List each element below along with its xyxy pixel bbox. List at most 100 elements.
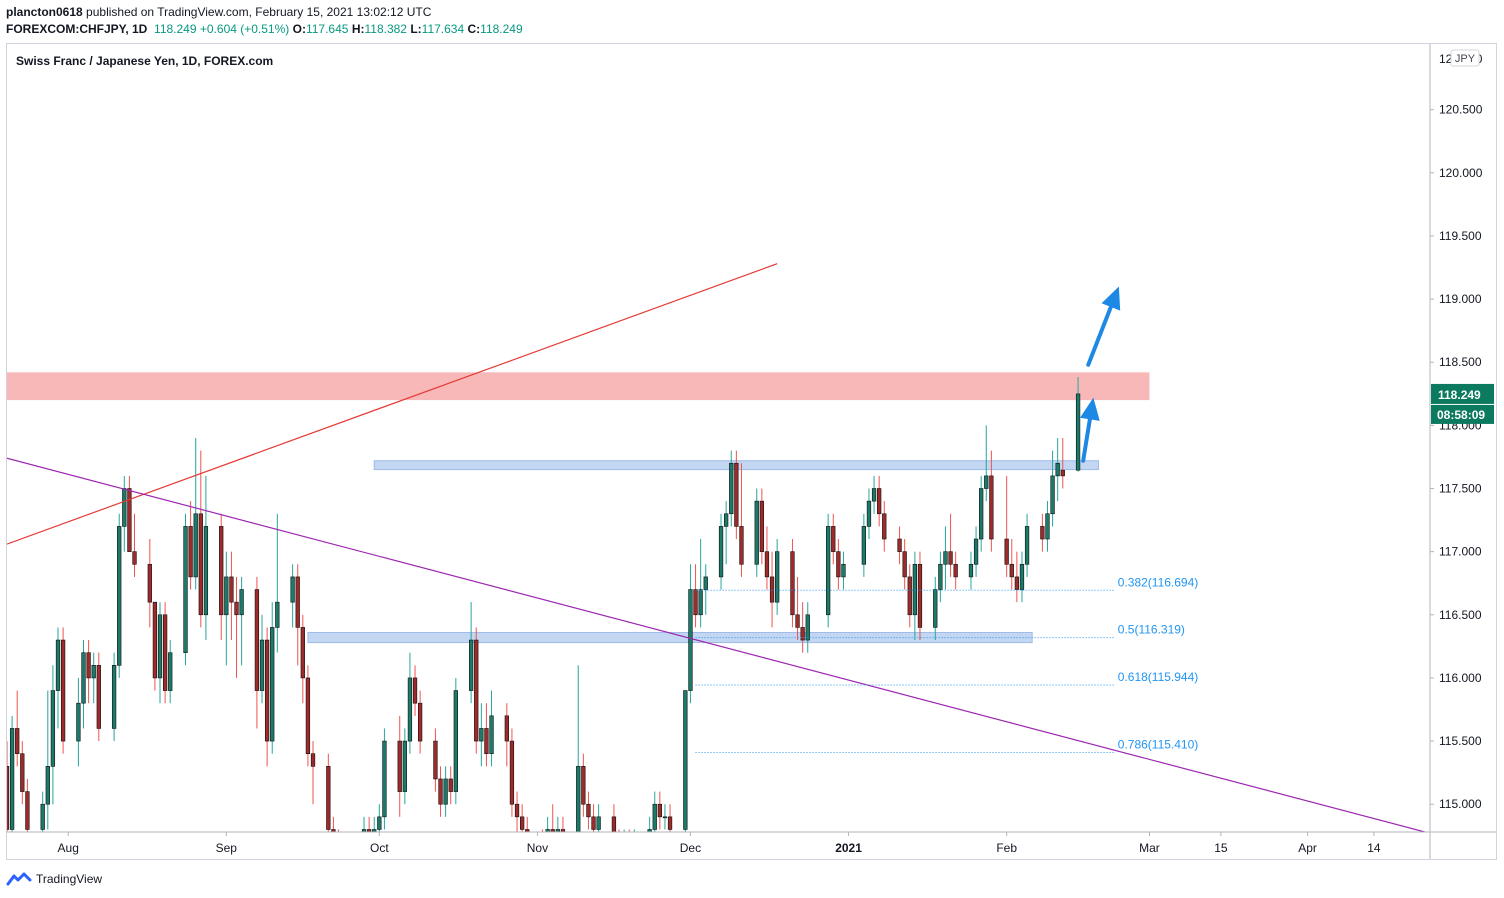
time-tick-label: Mar [1139, 841, 1160, 855]
candle [305, 665, 311, 767]
price-tick-label: 117.500 [1439, 482, 1482, 496]
candle-body [264, 639, 270, 742]
candle-body [826, 526, 831, 616]
candle-body [152, 601, 158, 679]
candle [545, 816, 550, 832]
candle [76, 677, 81, 767]
candle-body [1045, 513, 1050, 540]
candle-body [382, 740, 387, 818]
candle-body [219, 526, 224, 616]
candle [127, 475, 132, 552]
candle [647, 816, 652, 832]
candle [667, 804, 673, 832]
candle [111, 652, 117, 742]
candle-body [402, 740, 407, 792]
price-chart[interactable]: 0.382(116.694) 0.5(116.319) 0.618(115.944)… [7, 44, 1496, 859]
candle-body [234, 601, 239, 616]
candle [300, 614, 305, 704]
candle-body [560, 829, 566, 832]
candle-body [1055, 462, 1060, 477]
countdown-badge [1431, 404, 1494, 424]
candle [219, 513, 224, 641]
candle [50, 665, 56, 805]
close-value: 118.249 [480, 22, 523, 36]
candle [769, 551, 775, 628]
candle-body [984, 475, 989, 489]
candle-body [550, 829, 555, 832]
publisher-name[interactable]: plancton0618 [6, 5, 83, 19]
candle-body [545, 829, 550, 832]
candle-body [1024, 526, 1030, 565]
candle [591, 804, 596, 832]
candle [800, 602, 805, 653]
candle [698, 539, 703, 628]
fib-level-label: 0.382(116.694) [1118, 575, 1199, 589]
candle-body [724, 513, 729, 527]
footer-brand[interactable]: TradingView [36, 872, 103, 886]
candle [683, 690, 688, 832]
candle-body [703, 576, 708, 590]
candle [1050, 450, 1055, 527]
high-value: 118.382 [364, 22, 407, 36]
candle [688, 564, 693, 704]
candle-body [866, 500, 872, 527]
candle-body [81, 652, 86, 704]
candle [20, 741, 25, 805]
time-tick-label: Aug [58, 841, 79, 855]
candle [724, 501, 729, 565]
candle [623, 829, 625, 832]
candle-body [882, 513, 887, 540]
open-label: O: [292, 22, 306, 36]
candle-body [912, 563, 917, 616]
candle [1040, 513, 1045, 552]
candle [596, 804, 601, 832]
candle-body [693, 589, 698, 616]
candles-layer [7, 377, 1081, 859]
candle-body [55, 639, 61, 691]
time-tick-label: 2021 [835, 841, 862, 855]
candle [372, 816, 377, 832]
last-price: 118.249 [154, 22, 197, 36]
candle-body [417, 702, 423, 742]
candle-body [1004, 538, 1009, 565]
candle-body [86, 652, 91, 679]
candle-body [871, 488, 877, 502]
candle-body [300, 627, 305, 679]
candle-body [805, 614, 810, 641]
candle [295, 564, 300, 666]
candle-body [188, 526, 193, 578]
candle [479, 703, 484, 767]
price-tick-label: 119.000 [1439, 292, 1482, 306]
chart-title: Swiss Franc / Japanese Yen, 1D, FOREX.co… [16, 54, 273, 68]
candle-body [688, 589, 693, 691]
candle-body [657, 803, 662, 818]
candle-body [474, 639, 479, 742]
candle-body [157, 614, 163, 679]
candle-body [25, 791, 30, 830]
candle [836, 539, 841, 590]
candle [234, 576, 239, 678]
candle [122, 475, 127, 552]
candle-body [412, 677, 418, 704]
candle [86, 640, 91, 704]
candle-body [162, 614, 168, 691]
candle [347, 855, 351, 859]
tradingview-logo-icon[interactable] [6, 872, 32, 886]
publish-info: published on TradingView.com, February 1… [86, 5, 432, 19]
candle [611, 804, 617, 832]
chart-frame[interactable]: 0.382(116.694) 0.5(116.319) 0.618(115.944)… [6, 43, 1497, 860]
candle-body [342, 855, 346, 859]
fibonacci-layer: 0.382(116.694) 0.5(116.319) 0.618(115.944)… [695, 575, 1199, 753]
candle [157, 602, 163, 704]
candle-body [576, 766, 581, 832]
price-tick-label: 120.000 [1439, 166, 1483, 180]
candle [270, 602, 275, 754]
candle [7, 741, 10, 832]
candle-body [683, 690, 688, 830]
candle-body [117, 526, 122, 666]
candle [40, 791, 45, 832]
candle [264, 627, 270, 767]
currency-badge: JPY [1455, 53, 1476, 65]
candle [989, 450, 994, 552]
candle [412, 665, 418, 716]
